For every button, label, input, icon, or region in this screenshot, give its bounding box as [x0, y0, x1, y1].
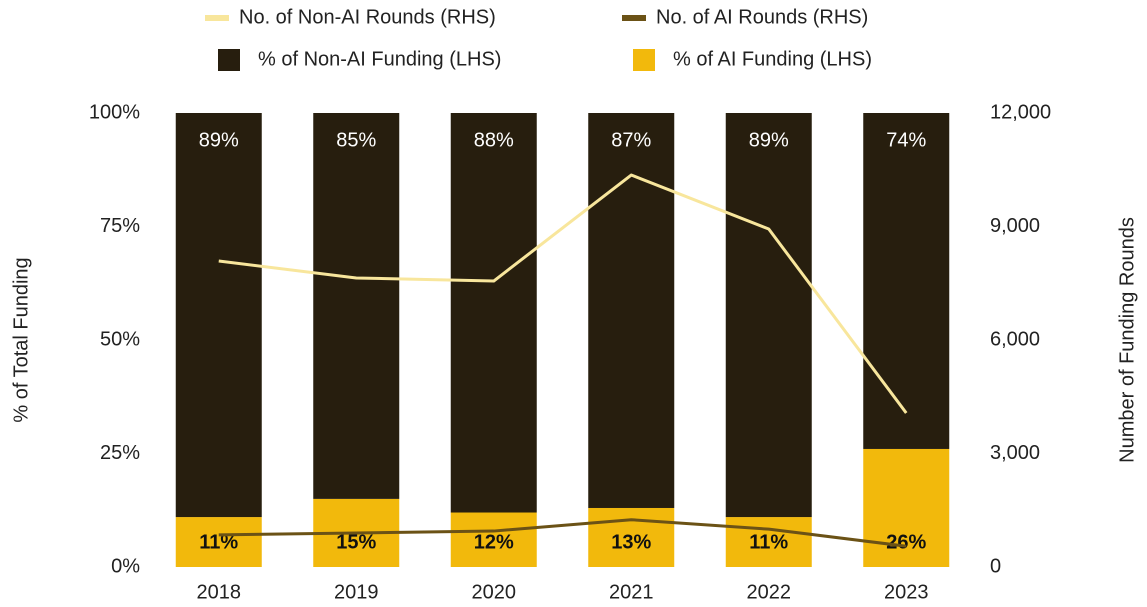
- bar-segment: [725, 113, 812, 518]
- y-tick-label: 100%: [89, 101, 140, 123]
- bar-segment: [450, 512, 537, 567]
- legend-label: No. of Non-AI Rounds (RHS): [239, 6, 496, 28]
- y-tick-label: 25%: [100, 442, 140, 464]
- legend-swatch: [205, 15, 229, 21]
- y-tick-label: 0%: [111, 555, 140, 577]
- data-label: 88%: [474, 129, 514, 151]
- data-label: 85%: [336, 129, 376, 151]
- x-tick-label: 2019: [334, 581, 379, 603]
- legend-label: No. of AI Rounds (RHS): [656, 6, 868, 28]
- data-label: 26%: [886, 531, 926, 553]
- x-tick-label: 2021: [609, 581, 654, 603]
- x-tick-label: 2020: [472, 581, 517, 603]
- y2-tick-label: 9,000: [990, 215, 1040, 237]
- bar-segment: [863, 113, 950, 449]
- x-tick-label: 2018: [197, 581, 242, 603]
- data-label: 15%: [336, 531, 376, 553]
- y2-axis-title: Number of Funding Rounds: [1116, 217, 1138, 463]
- y2-tick-label: 0: [990, 555, 1001, 577]
- x-tick-label: 2023: [884, 581, 929, 603]
- bar-segment: [863, 448, 950, 567]
- line-series: [218, 518, 907, 548]
- data-label: 74%: [886, 129, 926, 151]
- data-label: 13%: [611, 531, 651, 553]
- bar-segment: [175, 113, 262, 518]
- bar-segment: [313, 113, 400, 499]
- legend-swatch: [633, 49, 655, 71]
- y-tick-label: 75%: [100, 215, 140, 237]
- x-tick-label: 2022: [747, 581, 792, 603]
- data-label: 12%: [474, 531, 514, 553]
- data-label: 11%: [199, 531, 238, 553]
- bar-segment: [175, 517, 262, 567]
- bar-segment: [450, 113, 537, 513]
- line-series: [218, 173, 908, 414]
- data-label: 87%: [611, 129, 651, 151]
- data-label: 11%: [749, 531, 788, 553]
- legend-swatch: [218, 49, 240, 71]
- y2-tick-label: 6,000: [990, 328, 1040, 350]
- data-label: 89%: [199, 129, 239, 151]
- legend-label: % of AI Funding (LHS): [673, 48, 872, 70]
- y2-tick-label: 12,000: [990, 101, 1051, 123]
- legend-label: % of Non-AI Funding (LHS): [258, 48, 501, 70]
- data-label: 89%: [749, 129, 789, 151]
- bar-segment: [588, 507, 675, 567]
- bar-segment: [725, 517, 812, 567]
- y2-tick-label: 3,000: [990, 442, 1040, 464]
- legend-swatch: [622, 15, 646, 21]
- y-axis-title: % of Total Funding: [10, 257, 32, 422]
- bar-segment: [588, 113, 675, 508]
- y-tick-label: 50%: [100, 328, 140, 350]
